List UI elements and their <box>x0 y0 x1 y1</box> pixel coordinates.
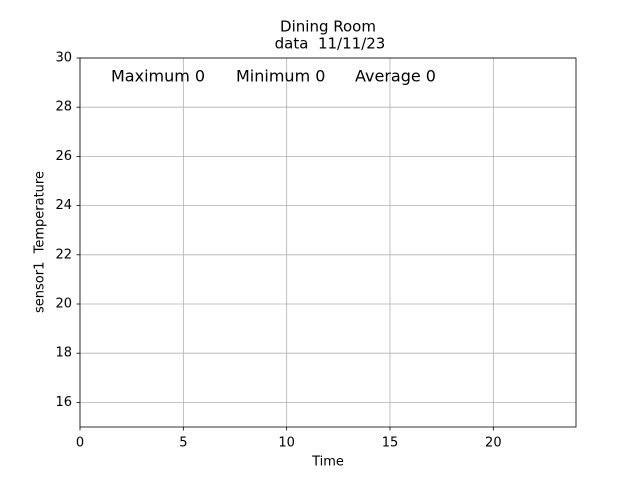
annotation: Maximum 0 <box>111 67 205 86</box>
y-tick-label: 30 <box>55 51 72 66</box>
chart-title: Dining Room <box>280 18 376 36</box>
plot-frame <box>79 57 577 428</box>
y-tick-label: 18 <box>55 346 72 361</box>
y-tick-label: 22 <box>55 247 72 262</box>
x-tick-label: 5 <box>179 436 187 451</box>
x-tick-label: 0 <box>76 436 84 451</box>
chart-subtitle: data 11/11/23 <box>275 35 386 53</box>
y-tick-label: 24 <box>55 198 72 213</box>
x-tick-label: 15 <box>382 436 399 451</box>
y-tick-label: 20 <box>55 297 72 312</box>
y-tick-label: 26 <box>55 149 72 164</box>
x-axis-label: Time <box>311 455 344 470</box>
x-tick-label: 10 <box>278 436 295 451</box>
y-tick-label: 28 <box>55 100 72 115</box>
y-axis-label: sensor1 Temperature <box>33 171 48 313</box>
x-tick-label: 20 <box>485 436 502 451</box>
annotation: Average 0 <box>355 67 436 86</box>
annotation: Minimum 0 <box>236 67 325 86</box>
y-tick-label: 16 <box>55 395 72 410</box>
